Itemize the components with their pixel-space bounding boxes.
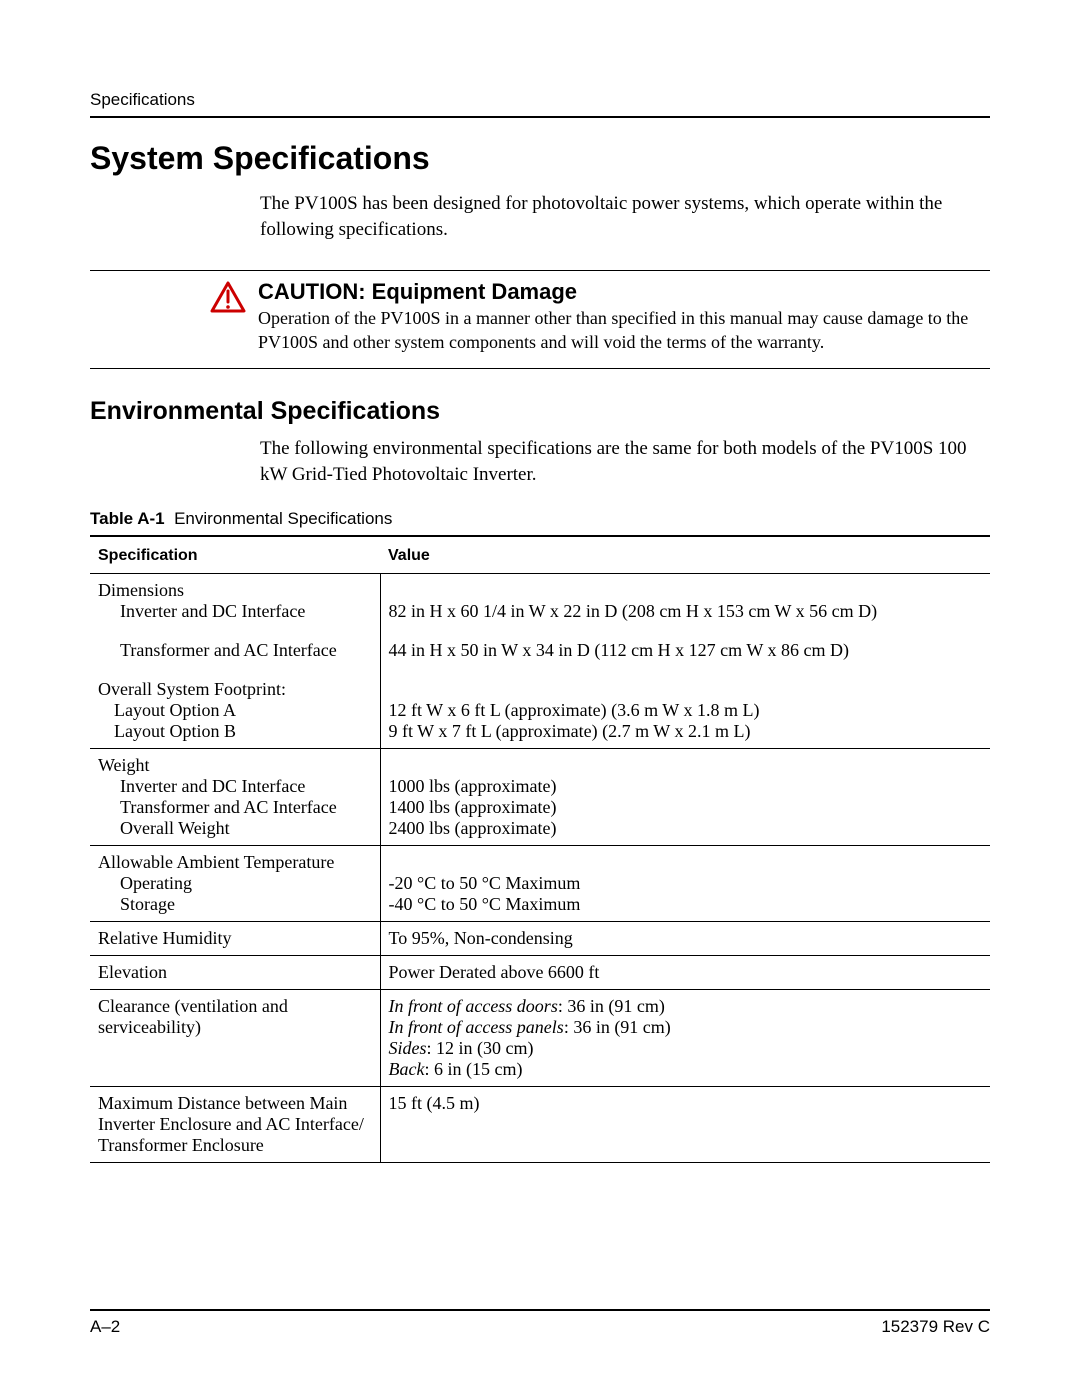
cell-spec: Weight Inverter and DC Interface Transfo…: [90, 749, 380, 846]
cell-spec: Relative Humidity: [90, 922, 380, 956]
caution-title: CAUTION: Equipment Damage: [258, 279, 990, 305]
cell-value: -20 °C to 50 °C Maximum -40 °C to 50 °C …: [380, 846, 990, 922]
footer-left: A–2: [90, 1317, 120, 1337]
cell-spec: Dimensions Inverter and DC Interface Tra…: [90, 574, 380, 749]
cell-value: In front of access doors: 36 in (91 cm) …: [380, 990, 990, 1087]
cell-value: 15 ft (4.5 m): [380, 1087, 990, 1163]
col-header-spec: Specification: [90, 536, 380, 574]
cell-spec: Allowable Ambient Temperature Operating …: [90, 846, 380, 922]
table-header-row: Specification Value: [90, 536, 990, 574]
caution-text: CAUTION: Equipment Damage Operation of t…: [258, 279, 990, 354]
env-heading: Environmental Specifications: [90, 397, 990, 426]
cell-spec: Maximum Distance between Main Inverter E…: [90, 1087, 380, 1163]
env-intro: The following environmental specificatio…: [260, 436, 990, 487]
table-row: Dimensions Inverter and DC Interface Tra…: [90, 574, 990, 749]
caution-body: Operation of the PV100S in a manner othe…: [258, 307, 990, 354]
document-page: Specifications System Specifications The…: [0, 0, 1080, 1397]
table-row: Clearance (ventilation and serviceabilit…: [90, 990, 990, 1087]
cell-value: 1000 lbs (approximate) 1400 lbs (approxi…: [380, 749, 990, 846]
cell-spec: Clearance (ventilation and serviceabilit…: [90, 990, 380, 1087]
page-footer: A–2 152379 Rev C: [90, 1309, 990, 1337]
page-title: System Specifications: [90, 140, 990, 177]
env-spec-table: Specification Value Dimensions Inverter …: [90, 535, 990, 1163]
table-row: Weight Inverter and DC Interface Transfo…: [90, 749, 990, 846]
table-row: Maximum Distance between Main Inverter E…: [90, 1087, 990, 1163]
table-row: Allowable Ambient Temperature Operating …: [90, 846, 990, 922]
caution-triangle-icon: [210, 281, 246, 318]
caution-block: CAUTION: Equipment Damage Operation of t…: [90, 270, 990, 369]
table-caption: Table A-1 Environmental Specifications: [90, 509, 990, 529]
table-caption-label: Table A-1: [90, 509, 165, 528]
cell-value: Power Derated above 6600 ft: [380, 956, 990, 990]
footer-right: 152379 Rev C: [881, 1317, 990, 1337]
table-row: Elevation Power Derated above 6600 ft: [90, 956, 990, 990]
cell-value: 82 in H x 60 1/4 in W x 22 in D (208 cm …: [380, 574, 990, 749]
cell-spec: Elevation: [90, 956, 380, 990]
intro-paragraph: The PV100S has been designed for photovo…: [260, 191, 990, 242]
col-header-value: Value: [380, 536, 990, 574]
running-header: Specifications: [90, 90, 990, 118]
table-row: Relative Humidity To 95%, Non-condensing: [90, 922, 990, 956]
cell-value: To 95%, Non-condensing: [380, 922, 990, 956]
